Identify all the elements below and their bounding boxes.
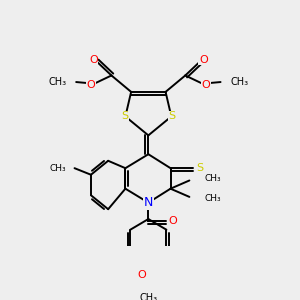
- Text: CH₃: CH₃: [139, 293, 158, 300]
- Text: S: S: [121, 112, 128, 122]
- Text: O: O: [199, 55, 208, 65]
- Text: CH₃: CH₃: [204, 174, 221, 183]
- Text: O: O: [87, 80, 95, 90]
- Text: CH₃: CH₃: [50, 164, 66, 173]
- Text: O: O: [201, 80, 210, 90]
- Text: S: S: [169, 112, 176, 122]
- Text: N: N: [144, 196, 153, 209]
- Text: CH₃: CH₃: [48, 77, 66, 87]
- Text: O: O: [169, 217, 177, 226]
- Text: O: O: [137, 270, 146, 280]
- Text: O: O: [89, 55, 98, 65]
- Text: CH₃: CH₃: [204, 194, 221, 203]
- Text: S: S: [196, 163, 204, 173]
- Text: CH₃: CH₃: [230, 77, 248, 87]
